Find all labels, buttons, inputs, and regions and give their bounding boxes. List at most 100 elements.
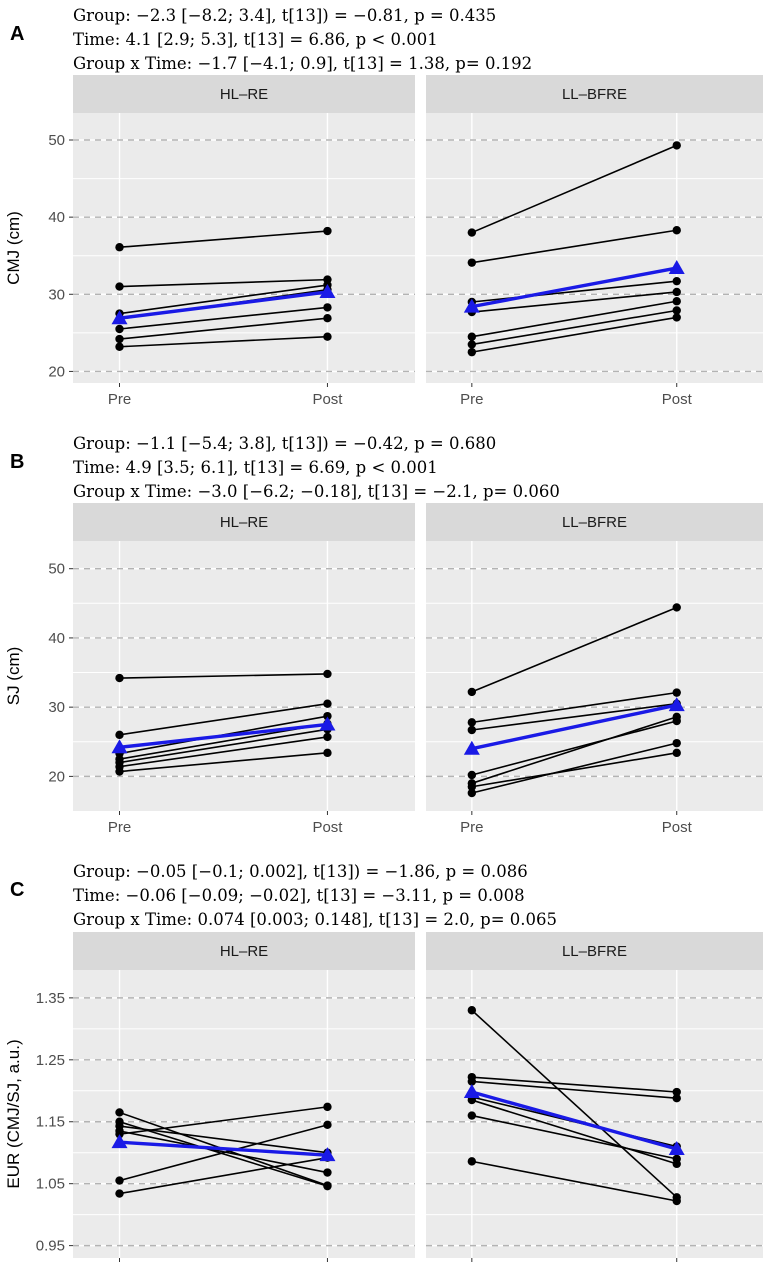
panel-C: C Group: −0.05 [−0.1; 0.002], t[13]) = −1… (4, 862, 763, 1268)
subject-point-post (672, 226, 681, 235)
subject-line (471, 1114, 677, 1160)
facet-strip (426, 503, 763, 541)
subject-line (471, 1080, 677, 1100)
subject-point-post (672, 297, 681, 306)
subject-point-post (323, 711, 332, 721)
plot-background (426, 113, 763, 383)
subject-point-pre (115, 767, 124, 776)
subject-point-pre (467, 718, 477, 727)
stat-line: Group x Time: −1.7 [−4.1; 0.9], t[13] = … (73, 54, 532, 73)
x-tick-label: Pre (108, 1266, 131, 1268)
subject-line (471, 742, 677, 794)
stat-line: Group: −2.3 [−8.2; 3.4], t[13]) = −0.81,… (73, 6, 496, 25)
y-tick-label: 50 (48, 132, 65, 149)
subject-point-post (323, 1120, 332, 1130)
subject-point-pre (115, 1176, 124, 1185)
subject-point-pre (467, 332, 477, 341)
subject-point-pre (115, 334, 124, 344)
facet-0: HL–RE Pre Post (73, 75, 415, 408)
facet-strip-label: HL–RE (220, 514, 268, 531)
subject-line (119, 1124, 328, 1182)
facet-strip (73, 75, 415, 113)
mean-line (119, 290, 328, 320)
subject-point-post (323, 332, 332, 341)
mean-marker-pre (463, 740, 480, 755)
subject-point-post (323, 732, 332, 742)
subject-line (471, 316, 677, 353)
subject-line (471, 606, 678, 693)
subject-line (471, 752, 677, 788)
subject-point-post (672, 748, 681, 758)
subject-point-pre (115, 730, 124, 740)
subject-line (471, 291, 677, 313)
stat-line: Group x Time: −3.0 [−6.2; −0.18], t[13] … (73, 482, 560, 501)
subject-line (471, 144, 678, 234)
panel-B: B Group: −1.1 [−5.4; 3.8], t[13]) = −0.42… (4, 434, 763, 836)
subject-point-pre (467, 770, 477, 780)
subject-line (119, 230, 328, 249)
subject-point-pre (115, 324, 124, 334)
y-tick-label: 20 (48, 363, 65, 380)
y-tick-label: 30 (48, 699, 65, 716)
mean-marker-post (319, 1147, 336, 1162)
panel-label: A (10, 23, 24, 45)
mean-marker-pre (463, 298, 480, 313)
subject-point-post (323, 226, 332, 236)
subject-point-pre (115, 1189, 124, 1198)
subject-point-pre (115, 342, 124, 351)
subject-point-post (672, 712, 681, 722)
subject-line (119, 317, 328, 340)
facet-strip-label: LL–BFRE (562, 86, 627, 103)
subject-line (471, 691, 677, 724)
y-tick-label: 1.35 (36, 990, 65, 1007)
subject-point-post (672, 287, 681, 297)
facet-strip-label: LL–BFRE (562, 514, 627, 531)
subject-point-post (672, 313, 681, 322)
subject-line (471, 309, 677, 346)
subject-point-pre (115, 243, 124, 252)
subject-point-pre (115, 673, 124, 683)
subject-line (471, 1160, 677, 1202)
subject-point-post (323, 303, 332, 312)
plot-background (73, 970, 415, 1258)
x-tick-label: Pre (108, 819, 131, 836)
subject-line (471, 300, 677, 338)
mean-marker-post (319, 283, 336, 298)
subject-line (119, 702, 328, 736)
subject-line (471, 1099, 677, 1165)
subject-line (119, 1106, 328, 1135)
x-tick-label: Pre (108, 391, 131, 408)
stat-line: Time: 4.9 [3.5; 6.1], t[13] = 6.69, p < … (73, 458, 438, 477)
y-tick-label: 30 (48, 286, 65, 303)
panel-label: C (10, 879, 24, 901)
subject-point-pre (115, 1108, 124, 1117)
subject-line (471, 1076, 677, 1093)
subject-line (471, 720, 677, 776)
subject-point-pre (115, 282, 124, 291)
x-tick-label: Post (312, 819, 343, 836)
facet-strip-label: LL–BFRE (562, 943, 627, 960)
subject-line (119, 1125, 328, 1154)
x-tick-label: Post (662, 819, 693, 836)
y-tick-label: 40 (48, 209, 65, 226)
subject-line (471, 702, 677, 731)
x-tick-label: Post (662, 1266, 693, 1268)
subject-point-post (672, 1087, 681, 1097)
facet-1: LL–BFRE Pre Post (426, 75, 763, 408)
mean-marker-post (668, 697, 685, 712)
x-tick-label: Post (662, 391, 693, 408)
subject-line (119, 673, 328, 679)
mean-marker-pre (463, 1084, 480, 1099)
subject-point-pre (467, 725, 477, 735)
x-tick-label: Pre (460, 391, 483, 408)
y-tick-label: 40 (48, 630, 65, 647)
y-tick-label: 1.15 (36, 1114, 65, 1131)
subject-line (119, 752, 328, 773)
facet-strip-label: HL–RE (220, 86, 268, 103)
subject-line (119, 284, 328, 315)
subject-point-post (323, 1102, 332, 1112)
x-tick-label: Post (312, 1266, 343, 1268)
facet-1: LL–BFRE Pre Post (426, 503, 763, 836)
subject-point-post (323, 669, 332, 679)
subject-point-post (672, 738, 681, 748)
